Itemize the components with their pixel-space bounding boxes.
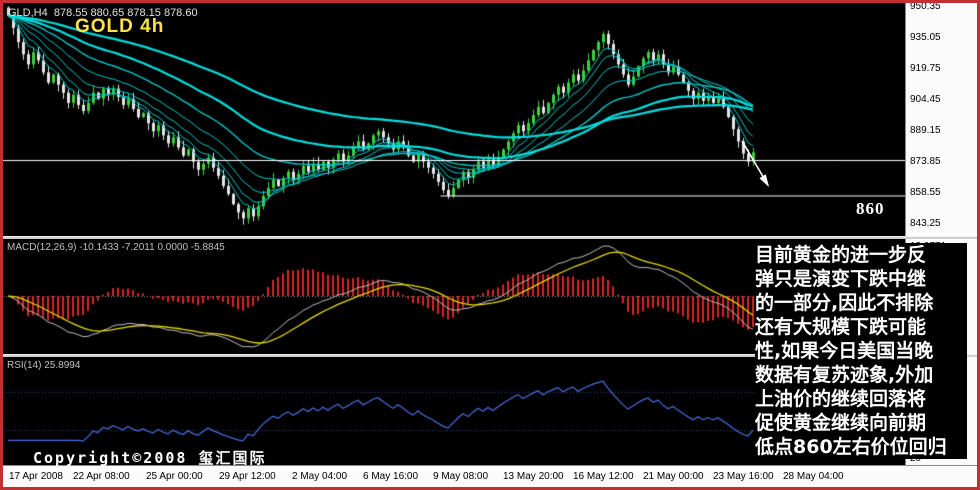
panel-splitter[interactable] <box>3 354 977 357</box>
analysis-note-line: 目前黄金的进一步反 <box>755 244 927 266</box>
price-axis-label: 873.85 <box>910 155 941 167</box>
time-axis-label: 2 May 04:00 <box>292 471 348 482</box>
time-axis-label: 6 May 16:00 <box>363 471 419 482</box>
price-axis-label: 889.15 <box>910 124 941 136</box>
price-axis-label: 843.25 <box>910 217 941 229</box>
time-axis-label: 29 Apr 12:00 <box>219 471 276 482</box>
rsi-indicator-label: RSI(14) 25.8994 <box>7 360 81 371</box>
panel-splitter[interactable] <box>3 236 977 239</box>
price-axis-label: 919.75 <box>910 62 941 74</box>
chart-title-label: GOLD 4h <box>75 16 165 37</box>
price-axis-label: 950.35 <box>910 0 941 12</box>
analysis-note: 目前黄金的进一步反 弹只是演变下跌中继 的一部分,因此不排除 还有大规模下跌可能 性,如… <box>755 243 967 459</box>
analysis-note-line: 促使黄金继续向前期 <box>755 412 927 434</box>
price-axis-label: 858.55 <box>910 186 941 198</box>
time-axis-label: 22 Apr 08:00 <box>73 471 130 482</box>
price-chart-canvas[interactable] <box>3 3 905 236</box>
analysis-note-line: 弹只是演变下跌中继 <box>755 268 927 290</box>
analysis-note-line: 的一部分,因此不排除 <box>755 292 934 314</box>
analysis-note-line: 性,如果今日美国当晚 <box>755 340 934 362</box>
time-axis-label: 16 May 12:00 <box>573 471 634 482</box>
time-axis-label: 28 May 04:00 <box>783 471 844 482</box>
copyright-label: Copyright©2008 玺汇国际 <box>33 449 267 467</box>
time-axis-label: 9 May 08:00 <box>433 471 489 482</box>
time-axis-label: 21 May 00:00 <box>643 471 704 482</box>
analysis-note-line: 低点860左右价位回归 <box>755 436 947 458</box>
time-axis-label: 23 May 16:00 <box>713 471 774 482</box>
price-axis[interactable]: 878.60 950.35935.05919.75904.45889.15873… <box>905 3 977 236</box>
time-axis-label: 25 Apr 00:00 <box>146 471 203 482</box>
analysis-note-line: 数据有复苏迹象,外加 <box>755 364 934 386</box>
price-axis-label: 904.45 <box>910 93 941 105</box>
down-trend-arrow-icon <box>741 140 769 187</box>
analysis-note-line: 上油价的继续回落将 <box>755 388 927 410</box>
time-axis-label: 13 May 20:00 <box>503 471 564 482</box>
symbol-ohlc-readout: GLD,H4 878.55 880.65 878.15 878.60 <box>8 7 198 19</box>
macd-indicator-label: MACD(12,26,9) -10.1433 -7.2011 0.0000 -5… <box>7 242 225 253</box>
time-axis[interactable]: 17 Apr 2008 22 Apr 08:00 25 Apr 00:00 29 Ap… <box>3 465 977 487</box>
analysis-note-line: 还有大规模下跌可能 <box>755 316 927 338</box>
price-axis-label: 935.05 <box>910 31 941 43</box>
time-axis-label: 17 Apr 2008 <box>9 471 63 482</box>
macd-chart-canvas[interactable] <box>3 239 905 354</box>
rsi-chart-canvas[interactable] <box>3 357 905 465</box>
support-level-label: 860 <box>856 199 885 218</box>
